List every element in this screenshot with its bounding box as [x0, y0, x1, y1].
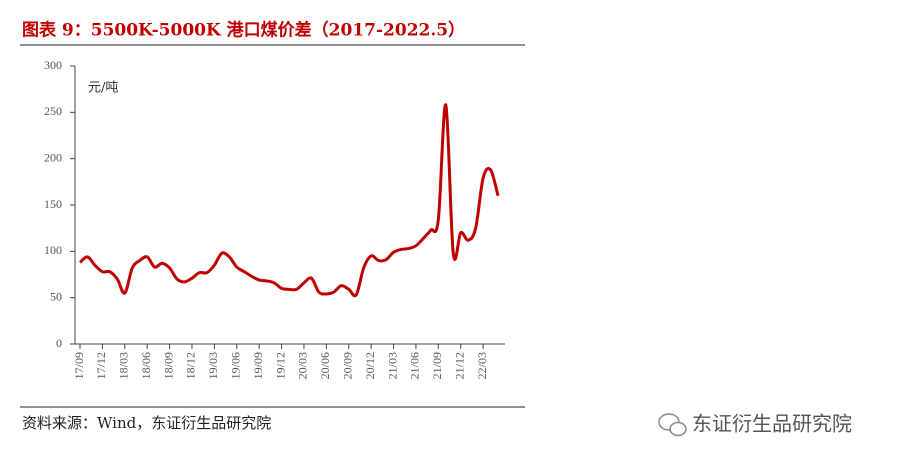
x-tick-label: 22/03 — [475, 352, 489, 379]
x-tick-label: 18/09 — [161, 352, 175, 379]
source: 资料来源：Wind，东证衍生品研究院 — [22, 414, 271, 432]
series-line — [78, 103, 500, 298]
y-tick-label: 200 — [44, 150, 62, 164]
x-tick-label: 19/03 — [206, 352, 220, 379]
y-tick-label: 0 — [56, 336, 62, 350]
x-tick-label: 21/03 — [385, 352, 399, 379]
x-tick-label: 19/12 — [273, 352, 287, 379]
y-tick-label: 100 — [44, 243, 62, 257]
x-tick-label: 20/09 — [340, 352, 354, 379]
x-tick-label: 19/06 — [229, 352, 243, 379]
y-tick-label: 50 — [50, 289, 62, 303]
watermark: 东证衍生品研究院 — [692, 412, 852, 436]
y-axis-label: 元/吨 — [88, 81, 118, 96]
x-tick-label: 17/09 — [72, 352, 86, 379]
x-tick-label: 21/06 — [408, 352, 422, 379]
y-tick-label: 300 — [44, 58, 62, 72]
x-tick-label: 20/12 — [363, 352, 377, 379]
x-tick-label: 21/12 — [452, 352, 466, 379]
wechat-icon — [658, 413, 687, 437]
x-tick-label: 18/12 — [184, 352, 198, 379]
x-tick-label: 19/09 — [251, 352, 265, 379]
x-tick-label: 18/03 — [117, 352, 131, 379]
y-tick-label: 150 — [44, 197, 62, 211]
x-tick-label: 20/03 — [296, 352, 310, 379]
y-tick-label: 250 — [44, 104, 62, 118]
x-tick-label: 17/12 — [94, 352, 108, 379]
x-tick-label: 21/09 — [430, 352, 444, 379]
x-tick-label: 18/06 — [139, 352, 153, 379]
x-tick-label: 20/06 — [318, 352, 332, 379]
chart-title: 图表 9：5500K-5000K 港口煤价差（2017-2022.5） — [22, 20, 465, 41]
